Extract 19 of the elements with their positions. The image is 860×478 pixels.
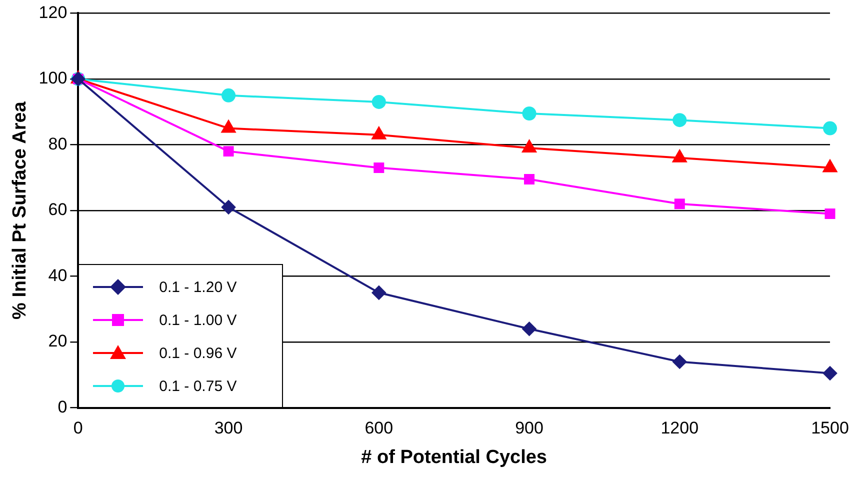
y-tick-label: 120 bbox=[38, 2, 68, 22]
x-tick-label: 1200 bbox=[660, 418, 699, 438]
x-tick-label: 600 bbox=[364, 418, 394, 438]
y-tick-label: 20 bbox=[48, 332, 68, 351]
legend-label: 0.1 - 1.20 V bbox=[159, 278, 237, 296]
x-axis-title: # of Potential Cycles bbox=[361, 446, 548, 468]
y-tick-label: 100 bbox=[38, 68, 68, 88]
legend-label: 0.1 - 1.00 V bbox=[159, 312, 237, 329]
x-tick-label: 0 bbox=[73, 418, 83, 438]
y-tick-label: 40 bbox=[48, 266, 68, 285]
legend-label: 0.1 - 0.96 V bbox=[159, 344, 237, 362]
y-axis-title: % Initial Pt Surface Area bbox=[10, 101, 31, 320]
legend-label: 0.1 - 0.75 V bbox=[159, 378, 237, 395]
x-tick-label: 300 bbox=[214, 418, 243, 438]
y-tick-label: 80 bbox=[48, 134, 68, 154]
y-tick-label: 60 bbox=[48, 200, 68, 220]
x-tick-label: 1500 bbox=[811, 418, 849, 438]
y-tick-label: 0 bbox=[58, 397, 68, 416]
x-tick-label: 900 bbox=[515, 418, 544, 438]
